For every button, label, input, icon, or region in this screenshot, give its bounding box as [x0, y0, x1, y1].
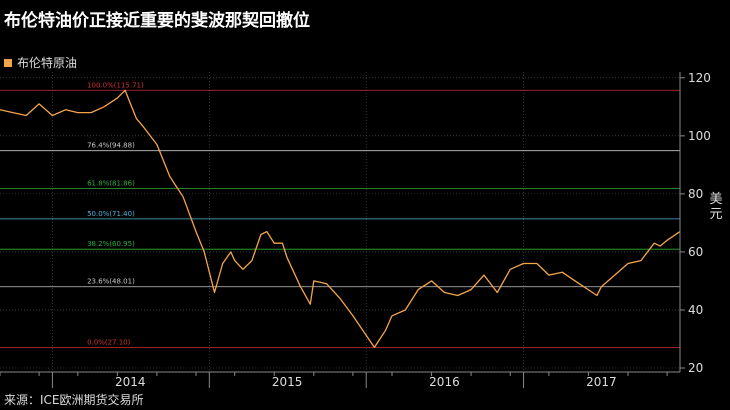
y-axis-unit-label: 美 — [709, 192, 722, 207]
fib-label: 38.2%(60.95) — [87, 240, 135, 248]
brent-price-line — [0, 89, 681, 349]
x-tick-label: 2014 — [115, 375, 146, 389]
chart-title: 布伦特油价正接近重要的斐波那契回撤位 — [4, 11, 310, 31]
y-axis-unit-label: 元 — [709, 207, 722, 222]
x-tick-label: 2015 — [272, 375, 303, 389]
fib-label: 50.0%(71.40) — [87, 210, 135, 218]
y-tick-label: 40 — [688, 303, 703, 317]
legend-swatch — [4, 58, 12, 67]
y-tick-label: 100 — [688, 129, 711, 143]
fib-label: 76.4%(94.88) — [87, 142, 135, 150]
x-tick-label: 2016 — [429, 375, 460, 389]
fib-label: 61.8%(81.86) — [87, 179, 135, 187]
y-tick-label: 120 — [688, 71, 711, 85]
fib-label: 23.6%(48.01) — [87, 278, 135, 286]
y-tick-label: 20 — [688, 361, 703, 375]
y-tick-label: 60 — [688, 245, 703, 259]
source-note: 来源：ICE欧洲期货交易所 — [4, 393, 144, 407]
x-tick-label: 2017 — [586, 375, 617, 389]
fib-label: 100.0%(115.71) — [87, 81, 144, 89]
fib-label: 0.0%(27.10) — [87, 338, 131, 346]
legend: 布伦特原油 — [4, 54, 77, 71]
y-tick-label: 80 — [688, 187, 703, 201]
legend-label: 布伦特原油 — [17, 56, 78, 70]
